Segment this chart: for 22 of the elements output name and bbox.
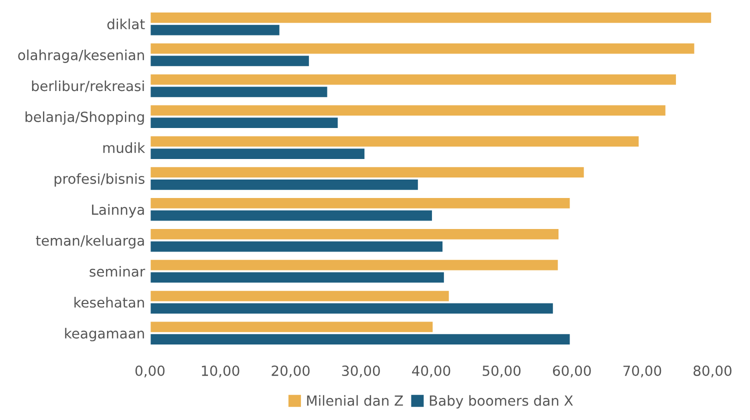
y-tick-label: kesehatan bbox=[74, 296, 144, 308]
x-tick-label: 50,00 bbox=[482, 366, 521, 378]
y-tick-label: teman/keluarga bbox=[36, 235, 144, 249]
x-tick-label: 80,00 bbox=[694, 366, 732, 378]
x-tick-label: 40,00 bbox=[412, 366, 450, 378]
legend-label: Milenial dan Z bbox=[307, 395, 403, 406]
x-tick-label: 60,00 bbox=[552, 366, 591, 378]
x-tick-label: 0,00 bbox=[135, 366, 165, 378]
x-tick-label: 20,00 bbox=[272, 366, 310, 378]
x-tick-label: 10,00 bbox=[202, 366, 240, 378]
y-tick-label: keagamaan bbox=[65, 328, 144, 342]
legend-label: Baby boomers dan X bbox=[430, 395, 573, 409]
y-tick-label: olahraga/kesenian bbox=[18, 50, 144, 63]
y-tick-label: seminar bbox=[90, 266, 146, 277]
y-tick-label: belanja/Shopping bbox=[26, 111, 144, 125]
y-tick-label: profesi/bisnis bbox=[54, 173, 144, 187]
x-tick-label: 70,00 bbox=[623, 366, 662, 378]
x-tick-label: 30,00 bbox=[342, 366, 380, 378]
y-tick-label: mudik bbox=[103, 142, 146, 154]
y-tick-label: diklat bbox=[107, 18, 145, 30]
y-tick-label: Lainnya bbox=[92, 204, 144, 218]
y-tick-label: berlibur/rekreasi bbox=[32, 80, 144, 92]
